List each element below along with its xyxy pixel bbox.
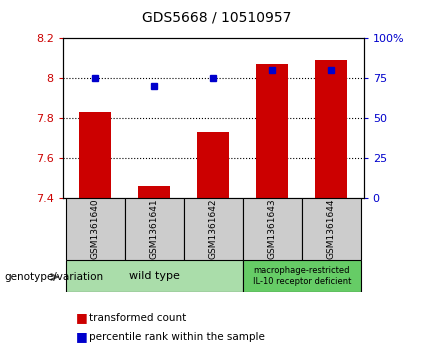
Bar xyxy=(66,260,243,292)
Text: ■: ■ xyxy=(76,311,87,324)
Bar xyxy=(79,112,111,198)
Text: GSM1361643: GSM1361643 xyxy=(268,198,277,259)
Text: wild type: wild type xyxy=(129,271,180,281)
Bar xyxy=(184,198,243,260)
Bar xyxy=(302,198,361,260)
Bar xyxy=(197,132,229,198)
Text: GSM1361641: GSM1361641 xyxy=(150,198,159,259)
Text: GSM1361640: GSM1361640 xyxy=(91,198,100,259)
Text: percentile rank within the sample: percentile rank within the sample xyxy=(89,332,265,342)
Text: GDS5668 / 10510957: GDS5668 / 10510957 xyxy=(142,11,291,25)
Text: macrophage-restricted
IL-10 receptor deficient: macrophage-restricted IL-10 receptor def… xyxy=(252,266,351,286)
Bar xyxy=(243,198,302,260)
Text: GSM1361644: GSM1361644 xyxy=(327,199,336,259)
Bar xyxy=(315,60,348,198)
Text: GSM1361642: GSM1361642 xyxy=(209,199,218,259)
Bar xyxy=(256,64,288,198)
Text: ■: ■ xyxy=(76,330,87,343)
Bar xyxy=(243,260,361,292)
Text: transformed count: transformed count xyxy=(89,313,186,323)
Bar xyxy=(66,198,125,260)
Bar xyxy=(125,198,184,260)
Bar xyxy=(138,186,171,198)
Text: genotype/variation: genotype/variation xyxy=(4,272,103,282)
